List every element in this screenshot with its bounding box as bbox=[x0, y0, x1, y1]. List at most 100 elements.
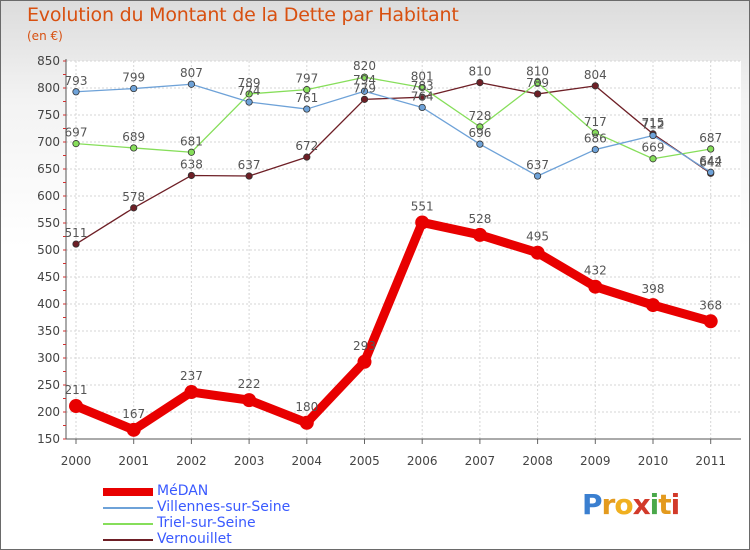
series-line-2 bbox=[75, 76, 712, 160]
data-label: 511 bbox=[65, 226, 88, 240]
x-tick-label: 2000 bbox=[61, 454, 92, 468]
data-label: 696 bbox=[468, 126, 491, 140]
y-tick-label: 350 bbox=[37, 324, 60, 338]
y-tick-label: 550 bbox=[37, 216, 60, 230]
data-point bbox=[646, 298, 660, 313]
data-point bbox=[245, 172, 253, 180]
data-point bbox=[533, 172, 542, 180]
data-point bbox=[533, 79, 542, 87]
data-point bbox=[187, 171, 195, 180]
series-line-3 bbox=[75, 81, 712, 245]
data-point bbox=[72, 140, 80, 148]
logo-letter: i bbox=[649, 488, 660, 521]
data-label: 644 bbox=[699, 154, 722, 168]
data-point bbox=[360, 87, 369, 95]
data-point bbox=[418, 93, 426, 101]
legend-label-triel: Triel-sur-Seine bbox=[157, 515, 256, 531]
data-label: 637 bbox=[526, 158, 549, 172]
data-label: 686 bbox=[584, 132, 607, 146]
y-tick-label: 200 bbox=[37, 405, 60, 419]
legend-swatch-villennes bbox=[103, 507, 153, 509]
data-point bbox=[415, 215, 430, 230]
data-point bbox=[360, 73, 369, 81]
data-point bbox=[418, 103, 426, 112]
logo-letter: r bbox=[601, 488, 616, 521]
chart-title: Evolution du Montant de la Dette par Hab… bbox=[27, 4, 459, 26]
data-label: 211 bbox=[65, 383, 88, 397]
series-line-1 bbox=[75, 83, 712, 177]
data-label: 794 bbox=[353, 73, 376, 87]
data-point bbox=[476, 79, 484, 87]
data-label: 293 bbox=[353, 339, 376, 353]
data-point bbox=[245, 90, 253, 98]
data-point bbox=[707, 168, 715, 176]
data-point bbox=[476, 123, 484, 131]
data-point bbox=[588, 279, 603, 294]
data-label: 222 bbox=[238, 377, 261, 391]
data-label: 717 bbox=[584, 115, 607, 129]
data-point bbox=[130, 204, 138, 212]
x-tick-label: 2003 bbox=[234, 454, 265, 468]
data-label: 687 bbox=[699, 131, 722, 145]
y-tick-label: 850 bbox=[37, 54, 60, 68]
data-label: 432 bbox=[584, 264, 607, 278]
data-label: 764 bbox=[411, 89, 434, 103]
x-tick-label: 2008 bbox=[522, 454, 553, 468]
data-label: 779 bbox=[353, 81, 376, 95]
legend-swatch-triel bbox=[103, 523, 153, 525]
data-label: 783 bbox=[411, 79, 434, 93]
x-tick-label: 2001 bbox=[118, 454, 149, 468]
y-tick-label: 150 bbox=[37, 432, 60, 446]
y-tick-label: 650 bbox=[37, 162, 60, 176]
data-point bbox=[472, 227, 487, 242]
x-tick-label: 2010 bbox=[638, 454, 669, 468]
logo-letter: P bbox=[582, 488, 603, 521]
data-point bbox=[591, 145, 599, 154]
data-label: 180 bbox=[295, 400, 318, 414]
data-label: 804 bbox=[584, 68, 607, 82]
data-point bbox=[184, 385, 199, 400]
data-point bbox=[303, 105, 311, 113]
data-point bbox=[591, 129, 599, 137]
data-label: 801 bbox=[411, 69, 434, 83]
x-tick-label: 2011 bbox=[695, 454, 726, 468]
data-label: 774 bbox=[238, 84, 261, 98]
data-label: 799 bbox=[122, 71, 145, 85]
data-point bbox=[418, 83, 426, 92]
legend-label-vernouillet: Vernouillet bbox=[157, 531, 232, 547]
data-label: 637 bbox=[238, 158, 261, 172]
data-label: 681 bbox=[180, 134, 203, 148]
data-point bbox=[649, 131, 657, 140]
data-label: 672 bbox=[295, 139, 318, 153]
data-point bbox=[299, 415, 314, 430]
data-point bbox=[591, 82, 599, 90]
data-point bbox=[533, 90, 542, 98]
data-label: 398 bbox=[642, 282, 665, 296]
data-label: 761 bbox=[295, 91, 318, 105]
data-label: 697 bbox=[65, 126, 88, 140]
data-label: 669 bbox=[642, 141, 665, 155]
data-label: 495 bbox=[526, 230, 549, 244]
data-label: 638 bbox=[180, 157, 203, 171]
data-point bbox=[72, 240, 80, 248]
data-point bbox=[126, 422, 141, 437]
data-point bbox=[303, 153, 311, 161]
logo-letter: x bbox=[632, 488, 651, 521]
data-label: 789 bbox=[526, 76, 549, 90]
y-tick-label: 400 bbox=[37, 297, 60, 311]
y-tick-label: 600 bbox=[37, 189, 60, 203]
data-label: 793 bbox=[65, 74, 88, 88]
data-label: 807 bbox=[180, 66, 203, 80]
data-point bbox=[245, 98, 253, 106]
y-tick-label: 500 bbox=[37, 243, 60, 257]
proxiti-logo: Proxiti bbox=[582, 488, 680, 521]
x-tick-label: 2002 bbox=[176, 454, 207, 468]
y-tick-label: 300 bbox=[37, 351, 60, 365]
data-point bbox=[69, 399, 83, 414]
data-point bbox=[130, 84, 138, 93]
data-label: 797 bbox=[295, 72, 318, 86]
data-label: 642 bbox=[699, 155, 722, 169]
data-label: 551 bbox=[411, 199, 434, 213]
y-tick-label: 800 bbox=[37, 81, 60, 95]
data-label: 715 bbox=[642, 116, 665, 130]
